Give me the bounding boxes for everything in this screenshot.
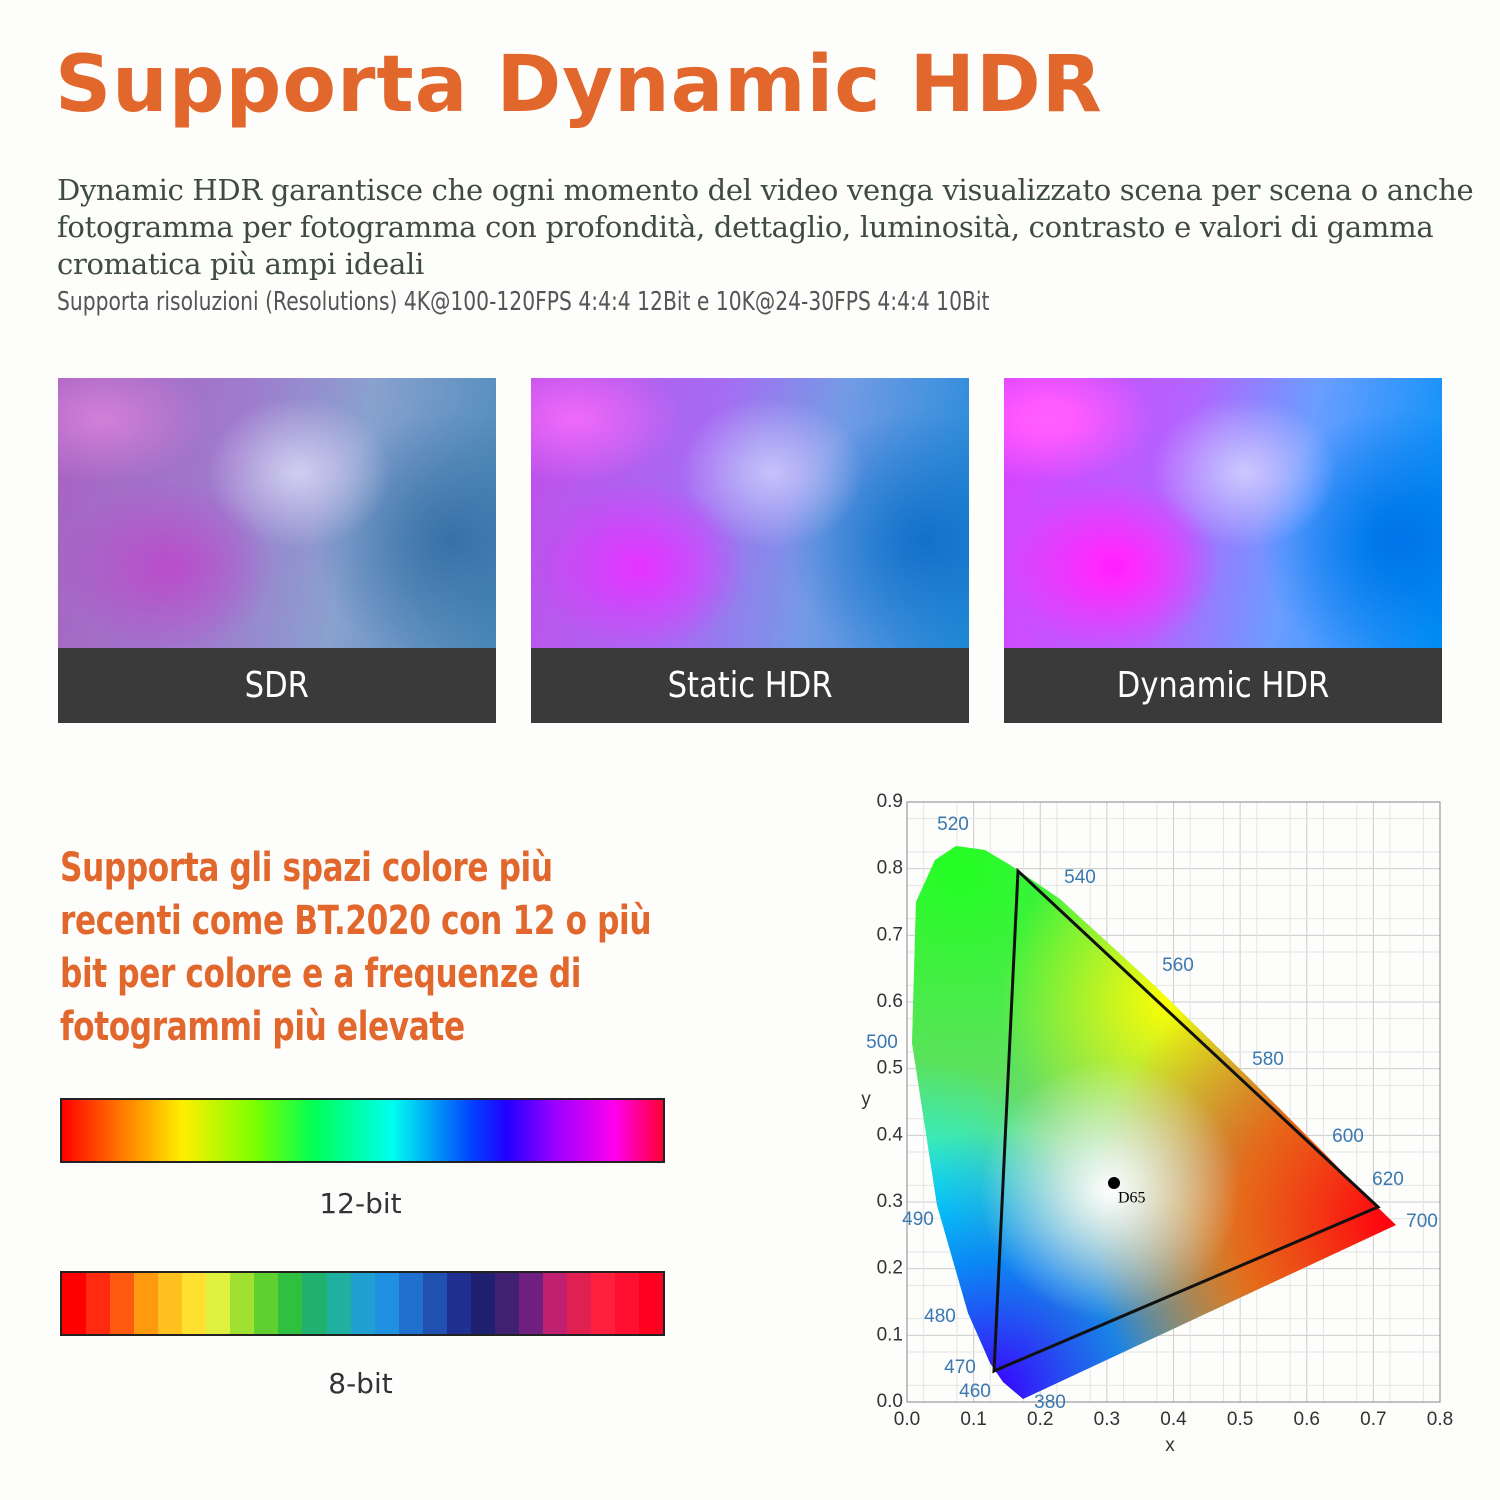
bar-label: 12-bit: [319, 1187, 402, 1220]
color-step: [206, 1273, 231, 1334]
y-tick-label: 0.1: [877, 1324, 903, 1345]
white-point-label: D65: [1118, 1190, 1146, 1207]
x-tick-label: 0.3: [1094, 1409, 1120, 1430]
color-step: [230, 1273, 255, 1334]
y-tick-label: 0.6: [877, 991, 903, 1012]
panel-text: Dynamic HDR: [1116, 665, 1330, 706]
y-tick-label: 0.5: [877, 1058, 903, 1079]
panel-label: Dynamic HDR: [1004, 648, 1442, 723]
x-tick-label: 0.8: [1427, 1409, 1453, 1430]
wavelength-label: 380: [1034, 1392, 1066, 1413]
sdr-image: [58, 378, 496, 648]
color-step: [591, 1273, 616, 1334]
x-tick-label: 0.7: [1360, 1409, 1386, 1430]
stepped-bar: [60, 1271, 665, 1336]
resolutions: Supporta risoluzioni (Resolutions) 4K@10…: [57, 287, 990, 317]
y-tick-label: 0.9: [877, 791, 903, 812]
color-step: [470, 1273, 495, 1334]
y-tick-label: 0.8: [877, 858, 903, 879]
static-hdr-panel: Static HDR: [531, 378, 969, 723]
color-step: [374, 1273, 399, 1334]
panel-text: Static HDR: [667, 665, 833, 706]
wavelength-label: 470: [944, 1357, 976, 1378]
white-point: [1108, 1177, 1120, 1189]
color-step: [518, 1273, 543, 1334]
color-step: [278, 1273, 303, 1334]
dynamic-hdr-panel: Dynamic HDR: [1004, 378, 1442, 723]
y-tick-label: 0.0: [877, 1391, 903, 1412]
color-step: [639, 1273, 664, 1334]
wavelength-label: 520: [937, 814, 969, 835]
color-step: [254, 1273, 279, 1334]
color-step: [182, 1273, 207, 1334]
wavelength-label: 540: [1064, 867, 1096, 888]
color-step: [158, 1273, 183, 1334]
wavelength-label: 620: [1372, 1169, 1404, 1190]
wavelength-label: 600: [1332, 1126, 1364, 1147]
color-step: [615, 1273, 640, 1334]
wavelength-label: 460: [959, 1381, 991, 1402]
gradient-bar: [60, 1098, 665, 1163]
x-tick-label: 0.4: [1160, 1409, 1187, 1430]
sdr-panel: SDR: [58, 378, 496, 723]
wavelength-label: 580: [1252, 1049, 1284, 1070]
static-hdr-image: [531, 378, 969, 648]
wavelength-label: 700: [1406, 1211, 1438, 1232]
color-step: [494, 1273, 519, 1334]
color-step: [542, 1273, 567, 1334]
color-step: [446, 1273, 471, 1334]
color-step: [110, 1273, 135, 1334]
description: Dynamic HDR garantisce che ogni momento …: [57, 173, 1474, 281]
panel-text: SDR: [244, 665, 310, 706]
color-step: [134, 1273, 159, 1334]
title: Supporta Dynamic HDR: [55, 40, 1103, 130]
x-tick-label: 0.2: [1027, 1409, 1053, 1430]
x-axis-label: x: [1165, 1435, 1175, 1456]
panel-label: Static HDR: [531, 648, 969, 723]
color-step: [350, 1273, 375, 1334]
wavelength-label: 480: [924, 1306, 956, 1327]
panel-label: SDR: [58, 648, 496, 723]
x-tick-label: 0.0: [894, 1409, 920, 1430]
y-tick-label: 0.7: [877, 924, 903, 945]
plot-frame: [906, 801, 1441, 1403]
color-step: [398, 1273, 423, 1334]
y-tick-label: 0.3: [877, 1191, 903, 1212]
bt2020-triangle: [992, 867, 1381, 1374]
wavelength-label: 500: [866, 1032, 898, 1053]
y-axis-label: y: [861, 1089, 871, 1110]
color-step: [62, 1273, 87, 1334]
y-tick-label: 0.2: [877, 1258, 903, 1279]
wavelength-label: 560: [1162, 955, 1194, 976]
color-heading: Supporta gli spazi colore più recenti co…: [60, 845, 652, 1050]
bar-label: 8-bit: [328, 1367, 393, 1400]
color-step: [302, 1273, 327, 1334]
dynamic-hdr-image: [1004, 378, 1442, 648]
spectral-locus: [912, 846, 1396, 1399]
wavelength-label: 490: [902, 1209, 934, 1230]
color-step: [566, 1273, 592, 1334]
y-tick-label: 0.4: [877, 1124, 904, 1145]
color-step: [422, 1273, 447, 1334]
color-step: [86, 1273, 111, 1334]
x-tick-label: 0.6: [1294, 1409, 1320, 1430]
x-tick-label: 0.5: [1227, 1409, 1253, 1430]
color-step: [326, 1273, 351, 1334]
x-tick-label: 0.1: [960, 1409, 986, 1430]
